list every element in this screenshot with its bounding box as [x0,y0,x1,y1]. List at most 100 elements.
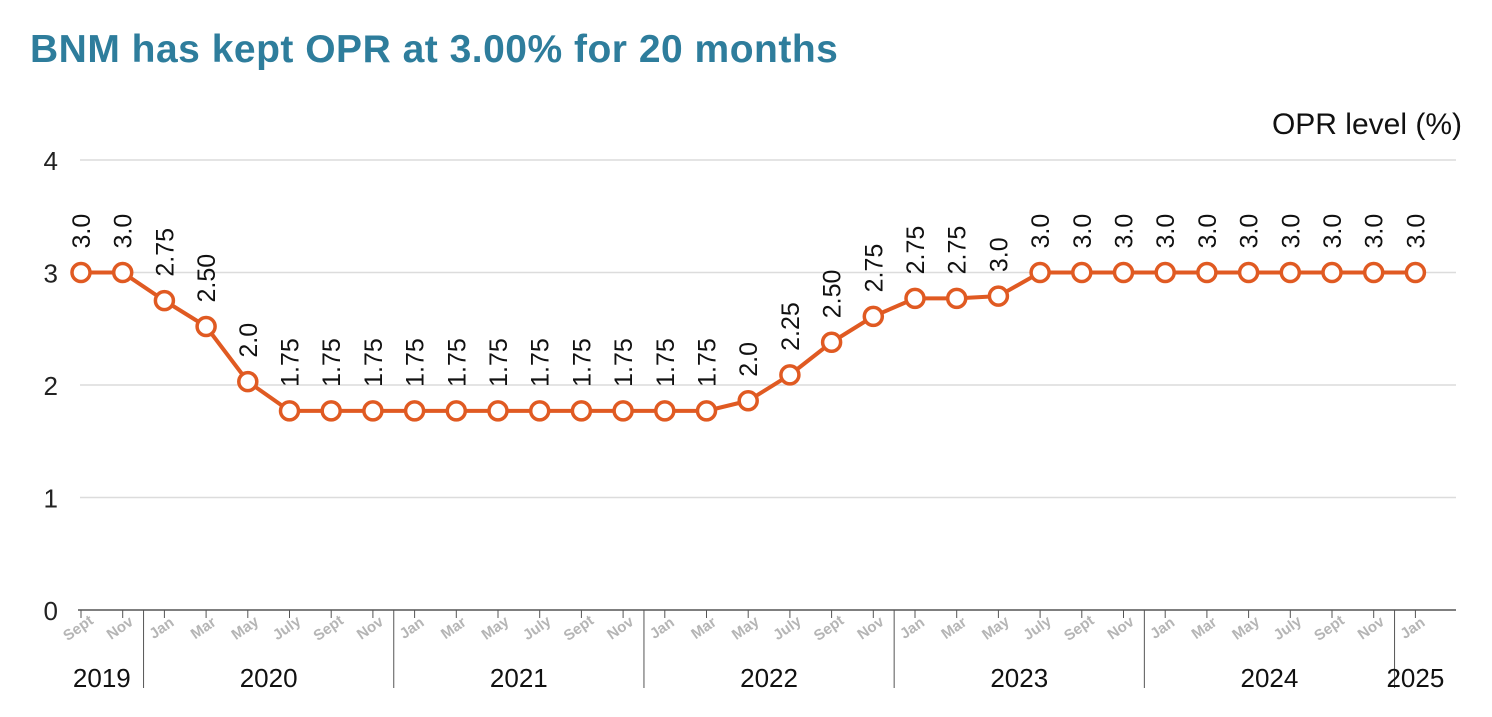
month-label: July [520,612,555,644]
data-label: 2.75 [944,226,972,275]
month-label: Mar [188,614,220,643]
data-label: 1.75 [610,338,638,387]
data-point [1196,261,1218,284]
data-point [153,289,176,312]
year-label: 2019 [73,663,131,693]
data-label: 1.75 [443,338,471,387]
data-point [779,364,801,386]
month-label: Sept [310,612,346,645]
data-label: 2.75 [902,226,930,275]
month-label: Jan [897,614,928,643]
month-label: Mar [688,614,720,643]
month-label: Mar [1189,614,1221,643]
data-label: 3.0 [985,237,1013,272]
data-point [737,390,759,412]
data-point [820,331,843,353]
data-point [1071,261,1093,284]
data-point [612,400,634,422]
month-label: Nov [1104,613,1138,644]
y-tick-label: 1 [44,484,58,514]
data-point [570,400,593,422]
data-point [1112,261,1135,284]
month-label: Nov [354,613,388,644]
data-label: 3.0 [1277,214,1305,249]
month-label: Nov [104,613,138,644]
data-point [1029,261,1051,284]
data-point [987,285,1010,307]
data-label: 1.75 [652,338,680,387]
data-point [528,400,551,422]
month-label: July [1271,612,1306,644]
data-label: 3.0 [1319,214,1347,249]
month-label: May [479,613,513,644]
data-point [445,400,468,422]
data-label: 2.75 [151,228,179,277]
month-label: Jan [1147,614,1178,643]
month-label: Jan [647,614,678,643]
month-label: May [979,613,1013,644]
data-point [195,315,217,338]
y-tick-label: 4 [44,146,58,176]
year-label: 2024 [1241,663,1299,693]
data-point [362,400,384,422]
month-label: Nov [604,613,638,644]
data-point [487,400,509,422]
data-label: 1.75 [402,338,430,387]
data-label: 2.75 [860,244,888,293]
data-point [1404,261,1427,284]
data-point [111,261,134,284]
month-label: Nov [854,613,888,644]
year-label: 2021 [490,663,548,693]
data-label: 2.50 [193,254,221,303]
data-label: 1.75 [527,338,555,387]
data-label: 1.75 [277,338,305,387]
month-label: Mar [938,614,970,643]
data-label: 3.0 [1361,214,1389,249]
data-point [1279,261,1302,284]
month-label: Nov [1355,613,1389,644]
data-label: 3.0 [68,214,96,249]
data-point [70,261,92,284]
data-label: 2.0 [735,342,763,377]
month-label: Jan [1397,614,1428,643]
chart-title: BNM has kept OPR at 3.00% for 20 months [30,28,839,71]
data-point [1237,261,1260,284]
month-label: July [1020,612,1055,644]
year-label: 2020 [240,663,298,693]
data-point [904,287,926,310]
y-tick-label: 3 [44,259,58,289]
data-label: 2.0 [235,323,263,358]
month-label: May [729,613,763,644]
month-label: July [770,612,805,644]
data-label: 1.75 [318,338,346,387]
data-label: 3.0 [1152,214,1180,249]
data-point [945,287,968,310]
month-label: Jan [397,614,428,643]
data-label: 3.0 [1111,214,1139,249]
data-label: 2.25 [777,302,805,351]
data-label: 1.75 [360,338,388,387]
data-label: 2.50 [819,270,847,319]
data-point [1154,261,1176,284]
data-point [654,400,676,422]
data-point [237,370,259,393]
data-point [403,400,426,422]
month-label: July [270,612,305,644]
data-label: 3.0 [1402,214,1430,249]
y-tick-label: 0 [44,596,58,626]
month-label: May [1229,613,1263,644]
data-point [695,400,718,422]
data-label: 3.0 [110,214,138,249]
data-point [1321,261,1343,284]
data-point [862,305,885,328]
data-point [278,400,301,422]
y-axis-unit-label: OPR level (%) [1271,108,1462,141]
month-label: Sept [1311,612,1347,645]
year-label: 2023 [990,663,1048,693]
month-label: Sept [561,612,597,645]
data-label: 3.0 [1069,214,1097,249]
data-label: 1.75 [568,338,596,387]
month-label: Sept [1061,612,1097,645]
